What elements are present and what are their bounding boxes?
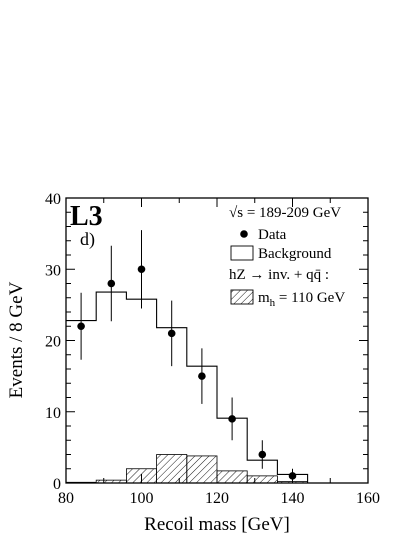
plot-area — [65, 230, 309, 484]
legend-background-label: Background — [258, 246, 332, 262]
data-point — [198, 372, 206, 380]
signal-bin — [186, 455, 218, 484]
x-tick-label: 120 — [205, 490, 229, 507]
signal-bin — [216, 470, 248, 484]
signal-bin — [246, 475, 278, 484]
legend-data-marker — [240, 230, 248, 238]
data-point — [258, 450, 267, 459]
axes: 80 100 120 140 160 0 10 20 30 40 — [45, 191, 380, 507]
legend-background-swatch — [230, 245, 254, 261]
background-histogram — [66, 291, 309, 483]
x-tick-label: 160 — [356, 490, 380, 507]
data-point — [107, 279, 116, 288]
legend-energy: √s = 189-209 GeV — [229, 205, 341, 221]
y-tick-label: 30 — [45, 262, 61, 279]
y-tick-label: 40 — [45, 191, 61, 208]
x-tick-label: 100 — [130, 490, 154, 507]
legend-signal-header: hZ → inv. + qq̄ : — [229, 267, 329, 283]
plot-frame — [65, 197, 369, 484]
x-tick-label: 140 — [281, 490, 305, 507]
data-point — [228, 415, 236, 423]
x-tick-label: 80 — [58, 490, 74, 507]
y-tick-label: 0 — [53, 476, 61, 493]
data-point — [77, 322, 85, 331]
signal-bin — [156, 454, 188, 484]
legend-signal-swatch — [230, 289, 254, 305]
legend-data-label: Data — [258, 227, 287, 243]
y-axis-label: Events / 8 GeV — [6, 281, 27, 398]
legend: √s = 189-209 GeV Data Background hZ → in… — [229, 205, 345, 309]
x-axis-label: Recoil mass [GeV] — [144, 514, 290, 535]
experiment-label: L3 — [70, 201, 103, 232]
legend-signal-label: mh = 110 GeV — [258, 290, 345, 309]
y-tick-label: 10 — [45, 405, 61, 422]
data-point — [137, 265, 146, 274]
data-point — [167, 329, 176, 338]
panel-label: d) — [80, 229, 95, 250]
y-tick-label: 20 — [45, 334, 61, 351]
